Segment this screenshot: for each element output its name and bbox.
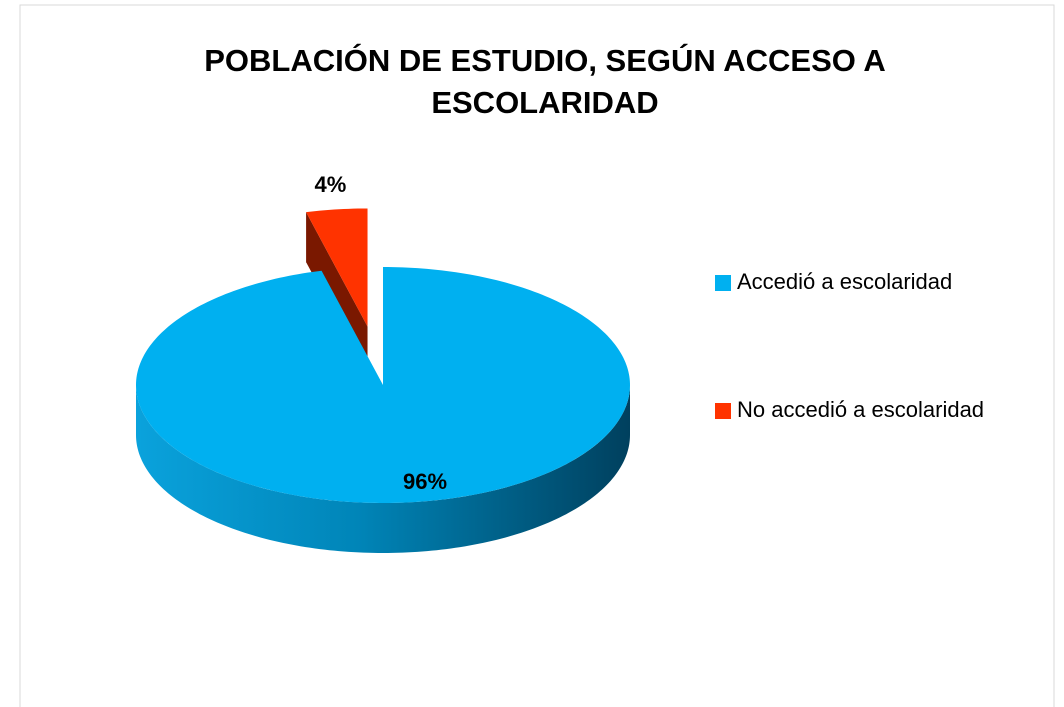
data-label: 4% [314,172,346,197]
chart-title: POBLACIÓN DE ESTUDIO, SEGÚN ACCESO A ESC… [204,43,886,120]
legend-swatch [715,403,731,419]
slice [306,208,368,327]
data-label: 96% [403,469,447,494]
legend-label: No accedió a escolaridad [737,397,984,422]
slice [136,267,630,503]
legend-label: Accedió a escolaridad [737,269,952,294]
slice-side [136,385,630,553]
legend-swatch [715,275,731,291]
